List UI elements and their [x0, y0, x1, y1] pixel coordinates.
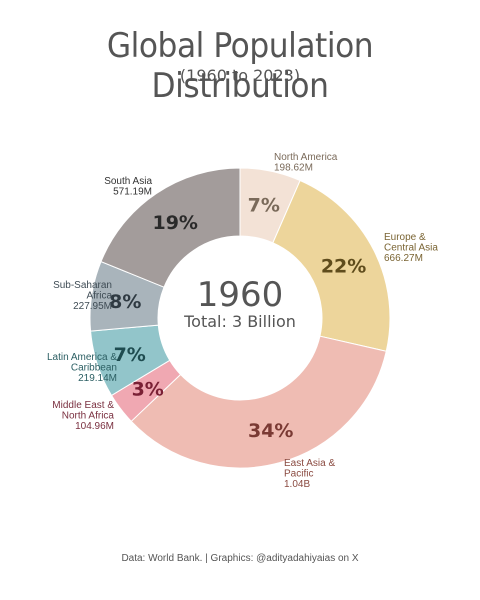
chart-title: Global Population Distribution	[106, 26, 374, 106]
pct-label-sub-saharan-africa: 8%	[109, 291, 141, 313]
slice-name-label: Sub-Saharan	[53, 280, 112, 291]
slice-name-label: South Asia	[104, 176, 152, 187]
footer-credits: Data: World Bank. | Graphics: @adityadah…	[121, 553, 359, 564]
slice-name-label: Middle East &	[52, 400, 114, 411]
pct-label-europe-and-central-asia: 22%	[321, 256, 366, 278]
slice-value-label: 198.62M	[274, 163, 313, 174]
slice-value-label: 227.95M	[73, 301, 112, 312]
pct-label-east-asia-and-pacific: 34%	[248, 420, 293, 442]
pct-label-south-asia: 19%	[152, 212, 197, 234]
slice-east-asia-and-pacific	[130, 335, 387, 469]
slice-name-label: Europe &	[384, 232, 426, 243]
pct-label-middle-east-and-north-africa: 3%	[132, 378, 164, 400]
slice-south-asia	[100, 167, 241, 288]
slice-name-label: East Asia &	[284, 458, 335, 469]
slice-name-label: Central Asia	[384, 243, 438, 254]
slice-value-label: 219.14M	[78, 373, 117, 384]
slice-value-label: 571.19M	[113, 187, 152, 198]
pct-label-latin-america-and-caribbean: 7%	[114, 344, 146, 366]
center-total: Total: 3 Billion	[183, 312, 296, 331]
slice-name-label: North Africa	[62, 411, 115, 422]
slice-europe-and-central-asia	[272, 179, 391, 352]
slice-name-label: Pacific	[284, 469, 313, 480]
slice-value-label: 666.27M	[384, 253, 423, 264]
slice-value-label: 104.96M	[75, 421, 114, 432]
donut-slices	[89, 167, 391, 469]
slice-name-label: Caribbean	[71, 363, 117, 374]
slice-name-label: Latin America &	[47, 352, 117, 363]
chart-subtitle: (1960 to 2023)	[179, 66, 301, 85]
center-year: 1960	[197, 275, 284, 315]
pct-label-north-america: 7%	[248, 194, 280, 216]
slice-value-label: 1.04B	[284, 479, 310, 490]
slice-name-label: Africa	[86, 291, 112, 302]
percent-labels: 7% 22% 34% 3% 7% 8% 19%	[109, 194, 366, 441]
slice-name-label: North America	[274, 152, 338, 163]
